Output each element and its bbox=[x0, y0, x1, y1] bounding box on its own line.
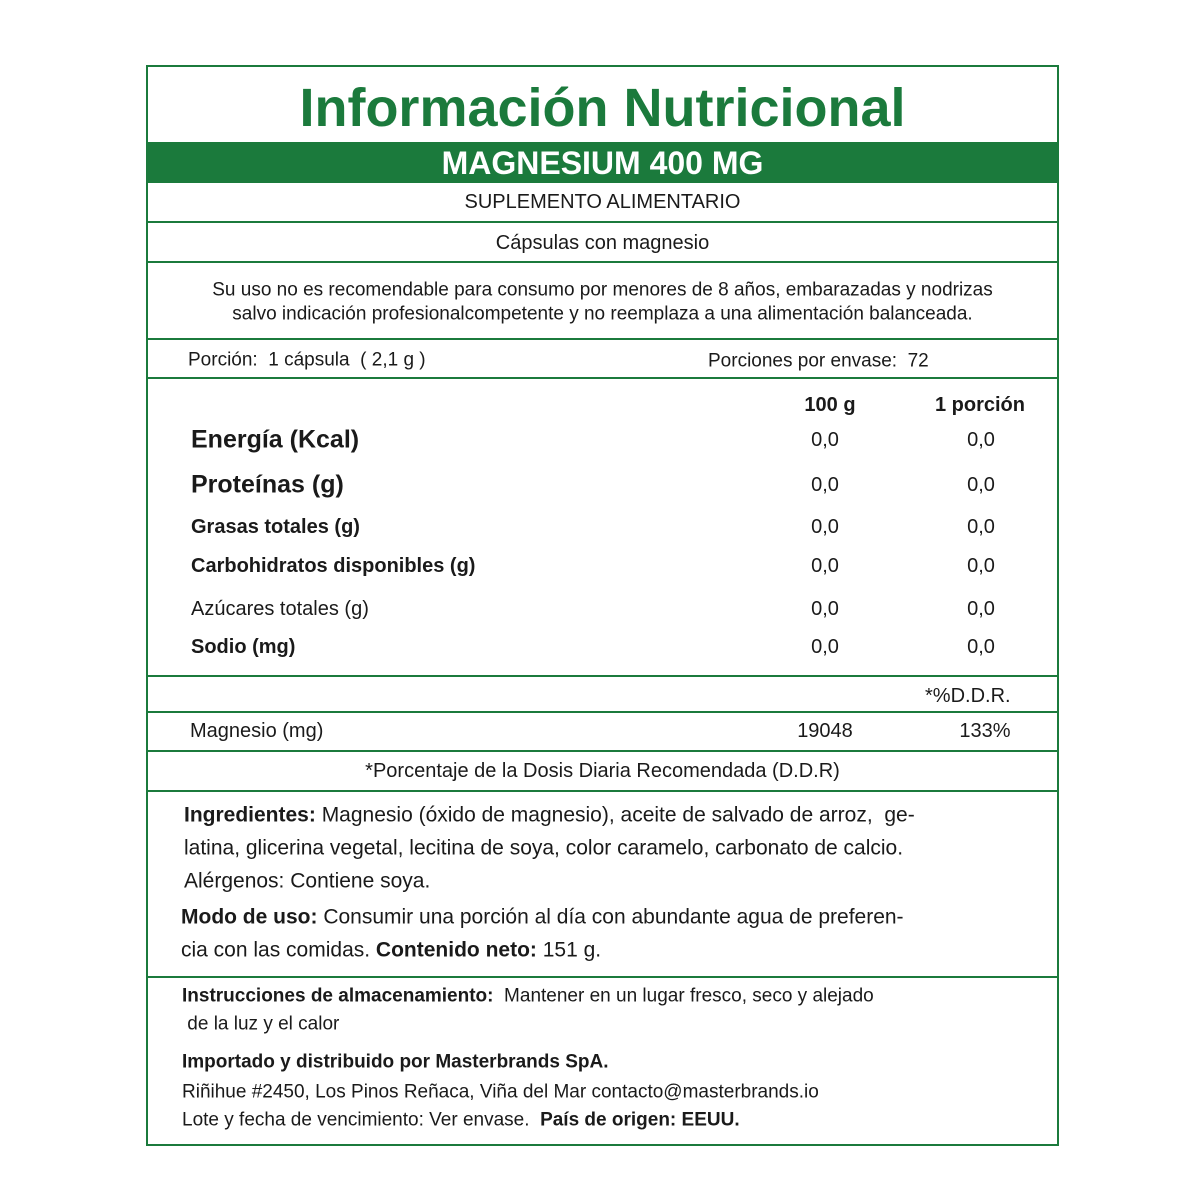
lot-text: Lote y fecha de vencimiento: Ver envase. bbox=[182, 1109, 541, 1131]
origin: País de origen: EEUU. bbox=[540, 1109, 740, 1131]
divider bbox=[146, 261, 1059, 263]
divider bbox=[146, 221, 1059, 223]
divider bbox=[146, 750, 1059, 752]
nutrient-name: Grasas totales (g) bbox=[191, 516, 360, 538]
ingredients-text: Magnesio (óxido de magnesio), aceite de … bbox=[315, 803, 915, 827]
net-value: 151 g. bbox=[536, 938, 602, 962]
net-label: Contenido neto: bbox=[375, 938, 537, 962]
title: Información Nutricional bbox=[299, 78, 906, 138]
value-100g: 0,0 bbox=[811, 555, 839, 577]
divider bbox=[146, 338, 1059, 340]
ingredients: Ingredientes: Magnesio (óxido de magnesi… bbox=[184, 805, 915, 826]
storage-text: de la luz y el calor bbox=[182, 1013, 340, 1035]
nutrient-name: Energía (Kcal) bbox=[191, 425, 360, 454]
value-100g: 0,0 bbox=[811, 429, 839, 451]
nutrient-name: Carbohidratos disponibles (g) bbox=[191, 555, 476, 577]
warning: Su uso no es recomendable para consumo p… bbox=[212, 279, 993, 301]
footnote: *Porcentaje de la Dosis Diaria Recomenda… bbox=[365, 760, 840, 782]
value-100g: 0,0 bbox=[811, 516, 839, 538]
per-package: Porciones por envase: 72 bbox=[708, 350, 929, 372]
ddr-percent: 133% bbox=[959, 720, 1011, 742]
usage-text: Consumir una porción al día con abundant… bbox=[317, 905, 904, 929]
ddr-name: Magnesio (mg) bbox=[190, 720, 324, 742]
portion: Porción: 1 cápsula ( 2,1 g ) bbox=[188, 349, 426, 371]
usage-label: Modo de uso: bbox=[181, 905, 318, 929]
value-portion: 0,0 bbox=[967, 598, 995, 620]
ddr-header: *%D.D.R. bbox=[925, 685, 1011, 707]
importer: Importado y distribuido por Masterbrands… bbox=[182, 1051, 609, 1073]
ingredients-label: Ingredientes: bbox=[184, 803, 316, 827]
value-portion: 0,0 bbox=[967, 636, 995, 658]
product: MAGNESIUM 400 MG bbox=[441, 145, 764, 181]
product-bar bbox=[146, 142, 1059, 183]
usage: Modo de uso: Consumir una porción al día… bbox=[181, 907, 904, 928]
divider bbox=[146, 711, 1059, 713]
nutrient-name: Proteínas (g) bbox=[191, 470, 344, 499]
category: SUPLEMENTO ALIMENTARIO bbox=[464, 191, 741, 213]
storage-text: Mantener en un lugar fresco, seco y alej… bbox=[493, 985, 874, 1007]
ddr-value: 19048 bbox=[797, 720, 853, 742]
format: Cápsulas con magnesio bbox=[495, 232, 710, 254]
column-header: 1 porción bbox=[934, 394, 1025, 416]
usage-text: cia con las comidas. bbox=[181, 938, 376, 962]
column-header: 100 g bbox=[804, 394, 856, 416]
allergens: Alérgenos: Contiene soya. bbox=[184, 869, 431, 893]
storage-label: Instrucciones de almacenamiento: bbox=[182, 985, 494, 1007]
lot: Lote y fecha de vencimiento: Ver envase.… bbox=[182, 1111, 740, 1130]
divider bbox=[146, 790, 1059, 792]
ingredients-text: latina, glicerina vegetal, lecitina de s… bbox=[184, 836, 904, 860]
value-100g: 0,0 bbox=[811, 636, 839, 658]
value-portion: 0,0 bbox=[967, 516, 995, 538]
address: Riñihue #2450, Los Pinos Reñaca, Viña de… bbox=[182, 1081, 819, 1103]
value-portion: 0,0 bbox=[967, 555, 995, 577]
frame bbox=[146, 65, 1059, 1146]
value-portion: 0,0 bbox=[967, 474, 995, 496]
storage: Instrucciones de almacenamiento: Mantene… bbox=[182, 987, 874, 1006]
divider bbox=[146, 976, 1059, 978]
warning: salvo indicación profesionalcompetente y… bbox=[232, 303, 973, 325]
value-100g: 0,0 bbox=[811, 598, 839, 620]
value-portion: 0,0 bbox=[967, 429, 995, 451]
divider bbox=[146, 377, 1059, 379]
nutrient-name: Sodio (mg) bbox=[191, 636, 296, 658]
usage: cia con las comidas. Contenido neto: 151… bbox=[181, 940, 601, 961]
divider bbox=[146, 675, 1059, 677]
nutrient-name: Azúcares totales (g) bbox=[191, 598, 369, 620]
value-100g: 0,0 bbox=[811, 474, 839, 496]
